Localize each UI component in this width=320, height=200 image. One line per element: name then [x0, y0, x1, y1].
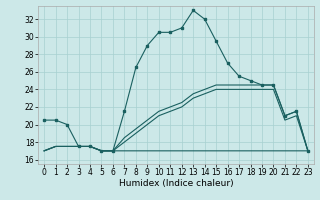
X-axis label: Humidex (Indice chaleur): Humidex (Indice chaleur) [119, 179, 233, 188]
